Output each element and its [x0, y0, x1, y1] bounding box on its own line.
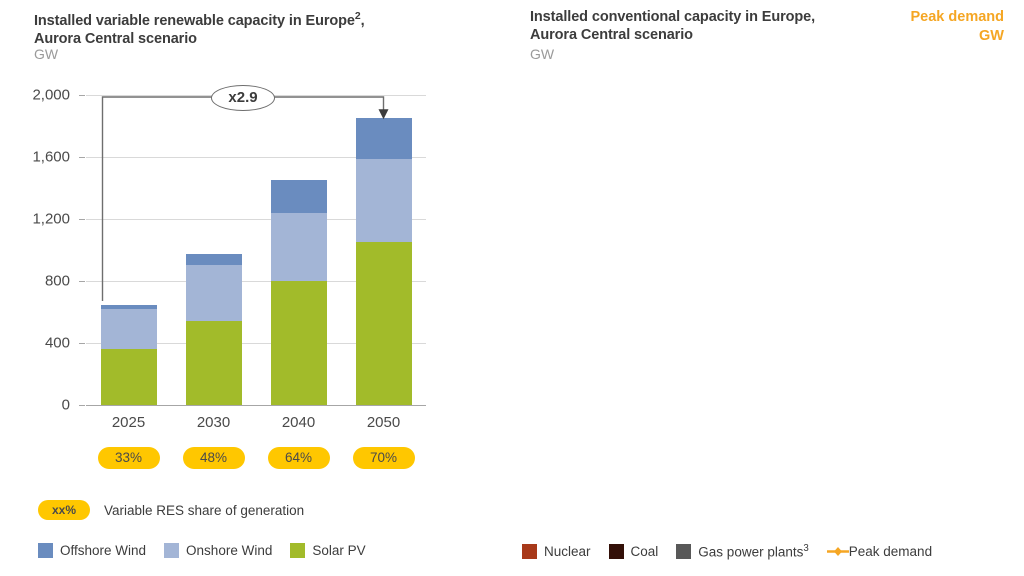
legend-label-coal: Coal	[630, 543, 659, 559]
bar-segment-onshore-wind-2040[interactable]	[270, 212, 327, 281]
legend-swatch-gas-power-plants	[676, 543, 692, 559]
legend-marker-peak-demand	[826, 544, 849, 559]
legend-label-offshore-wind: Offshore Wind	[60, 543, 147, 558]
res-share-badge-2025: 33%	[97, 447, 160, 469]
left-chart-panel: Installed variable renewable capacity in…	[0, 0, 500, 576]
legend-item-solar-pv[interactable]: Solar PV	[290, 543, 366, 558]
right-chart-title-line1: Installed conventional capacity in Europ…	[530, 9, 816, 25]
left-legend: Offshore Wind Onshore Wind Solar PV	[38, 543, 384, 558]
y-axis-tick-label: 800	[44, 272, 70, 290]
legend-swatch-coal	[608, 543, 624, 559]
bar-segment-solar-pv-2040[interactable]	[270, 281, 327, 405]
right-chart-title-line2: Aurora Central scenario	[530, 27, 693, 43]
bar-segment-solar-pv-2050[interactable]	[355, 242, 412, 405]
y-axis-tick-mark	[79, 343, 85, 344]
peak-demand-line-marker-icon	[826, 546, 849, 556]
y-axis-tick-mark	[79, 405, 85, 406]
y-axis-tick-label: 1,000	[1006, 242, 1024, 259]
y-axis-tick-mark	[79, 95, 85, 96]
bar-segment-onshore-wind-2025[interactable]	[100, 308, 157, 350]
x-axis-line	[86, 405, 426, 406]
legend-label-onshore-wind: Onshore Wind	[186, 543, 273, 558]
x-axis-tick-label-2050: 2050	[366, 414, 401, 431]
legend-swatch-nuclear	[522, 543, 537, 559]
y-axis-tick-label: 400	[44, 334, 70, 352]
y-axis-tick-label: 1,500	[1006, 164, 1024, 181]
res-share-badge-2040: 64%	[267, 447, 330, 469]
bar-segment-offshore-wind-2025[interactable]	[100, 305, 157, 309]
x-axis-tick-label-2025: 2025	[111, 414, 146, 431]
res-share-badge-2050: 70%	[352, 447, 415, 469]
y-axis-tick-label: 0	[1006, 397, 1024, 414]
y-axis-tick-label: 500	[1006, 319, 1024, 336]
res-share-note-label: Variable RES share of generation	[104, 502, 305, 518]
y-axis-tick-mark	[79, 219, 85, 220]
x-axis-tick-label-2040: 2040	[281, 414, 316, 431]
legend-item-peak-demand[interactable]: Peak demand	[826, 543, 933, 559]
legend-label-gas-power-plants: Gas power plants3	[698, 543, 809, 560]
legend-label-solar-pv: Solar PV	[312, 543, 366, 558]
y-axis-tick-label: 0	[61, 396, 70, 414]
gridline	[86, 343, 426, 344]
bar-segment-solar-pv-2030[interactable]	[185, 320, 242, 405]
right-plot-area	[582, 95, 922, 405]
peak-demand-header: Peak demand GW	[911, 8, 1005, 46]
y-axis-tick-label: 2,000	[1006, 87, 1024, 104]
left-chart-title-line2: Aurora Central scenario	[34, 30, 197, 47]
legend-item-onshore-wind[interactable]: Onshore Wind	[164, 543, 272, 558]
legend-item-coal[interactable]: Coal	[608, 543, 659, 559]
res-share-badge-2030: 48%	[182, 447, 245, 469]
legend-swatch-solar-pv	[290, 543, 306, 558]
y-axis-tick-label: 1,600	[32, 148, 70, 166]
left-chart-title: Installed variable renewable capacity in…	[34, 8, 464, 48]
bar-segment-solar-pv-2025[interactable]	[100, 349, 157, 405]
y-axis-tick-label: 1,200	[32, 210, 70, 228]
left-chart-title-line1: Installed variable renewable capacity in…	[34, 11, 365, 29]
right-chart-title: Installed conventional capacity in Europ…	[530, 8, 890, 44]
bar-segment-offshore-wind-2030[interactable]	[185, 253, 242, 265]
legend-swatch-offshore-wind	[38, 543, 53, 558]
peak-demand-header-line1: Peak demand	[910, 9, 1005, 25]
legend-item-nuclear[interactable]: Nuclear	[522, 543, 591, 559]
res-share-badge-sample: xx%	[38, 500, 90, 520]
legend-swatch-onshore-wind	[164, 543, 180, 558]
y-axis-tick-mark	[79, 281, 85, 282]
callout-x2.9: x2.9	[211, 85, 275, 111]
y-axis-tick-mark	[79, 157, 85, 158]
right-chart-unit: GW	[530, 46, 555, 62]
legend-label-nuclear: Nuclear	[544, 543, 591, 559]
left-chart-unit: GW	[34, 46, 59, 62]
left-legend-note: xx% Variable RES share of generation	[38, 500, 304, 520]
legend-label-peak-demand: Peak demand	[848, 543, 933, 559]
bar-segment-offshore-wind-2040[interactable]	[270, 180, 327, 213]
legend-item-offshore-wind[interactable]: Offshore Wind	[38, 543, 146, 558]
right-chart-panel: Installed conventional capacity in Europ…	[500, 0, 1024, 576]
right-legend: Nuclear Coal Gas power plants3 Peak dema…	[522, 543, 950, 560]
y-axis-tick-label: 2,000	[32, 86, 70, 104]
bar-segment-onshore-wind-2030[interactable]	[185, 264, 242, 321]
legend-item-gas-power-plants[interactable]: Gas power plants3	[676, 543, 809, 560]
x-axis-tick-label-2030: 2030	[196, 414, 231, 431]
bar-segment-onshore-wind-2050[interactable]	[355, 158, 412, 243]
bar-segment-offshore-wind-2050[interactable]	[355, 118, 412, 159]
peak-demand-header-unit: GW	[979, 28, 1004, 44]
